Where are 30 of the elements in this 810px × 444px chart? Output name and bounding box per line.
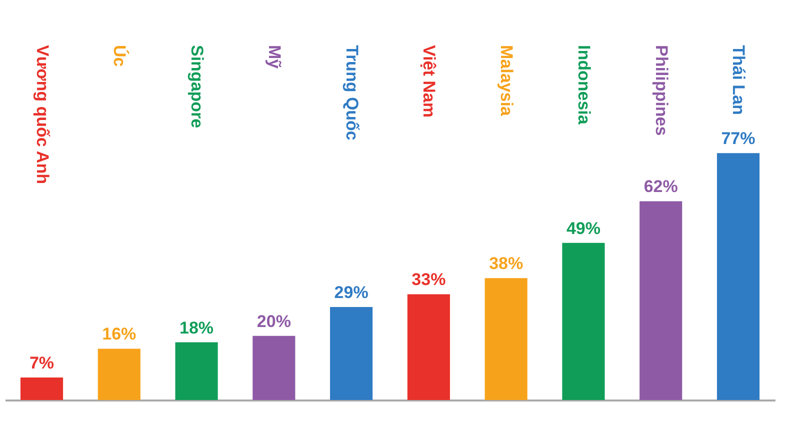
- data-label: 29%: [334, 283, 368, 302]
- bar: [640, 201, 682, 400]
- data-label: 7%: [29, 354, 54, 373]
- bar: [484, 278, 528, 400]
- bar: [20, 378, 64, 400]
- data-label: 33%: [412, 270, 446, 290]
- x-tick-label: Mỹ: [264, 45, 284, 70]
- bar: [716, 153, 760, 400]
- bar: [407, 294, 450, 400]
- data-label: 18%: [180, 318, 214, 338]
- data-label: 38%: [489, 254, 524, 274]
- x-tick-label: Malaysia: [497, 45, 516, 116]
- x-tick-label: Vương quốc Anh: [32, 45, 52, 184]
- x-tick-label: Trung Quốc: [342, 45, 362, 140]
- x-tick-label: Indonesia: [574, 45, 594, 125]
- bar: [175, 342, 218, 400]
- x-tick-label: Thái Lan: [729, 45, 748, 115]
- x-tick-label: Philippines: [652, 45, 671, 136]
- x-tick-label: Việt Nam: [420, 45, 439, 118]
- data-label: 77%: [721, 129, 756, 148]
- bar: [98, 348, 140, 400]
- x-tick-label: Úc: [110, 45, 130, 67]
- data-label: 62%: [644, 177, 678, 196]
- bar: [252, 336, 296, 400]
- data-label: 49%: [566, 218, 600, 238]
- data-label: 16%: [102, 324, 136, 344]
- x-tick-label: Singapore: [188, 45, 207, 128]
- bar: [330, 307, 373, 400]
- bar: [562, 242, 605, 400]
- data-label: 20%: [256, 312, 291, 331]
